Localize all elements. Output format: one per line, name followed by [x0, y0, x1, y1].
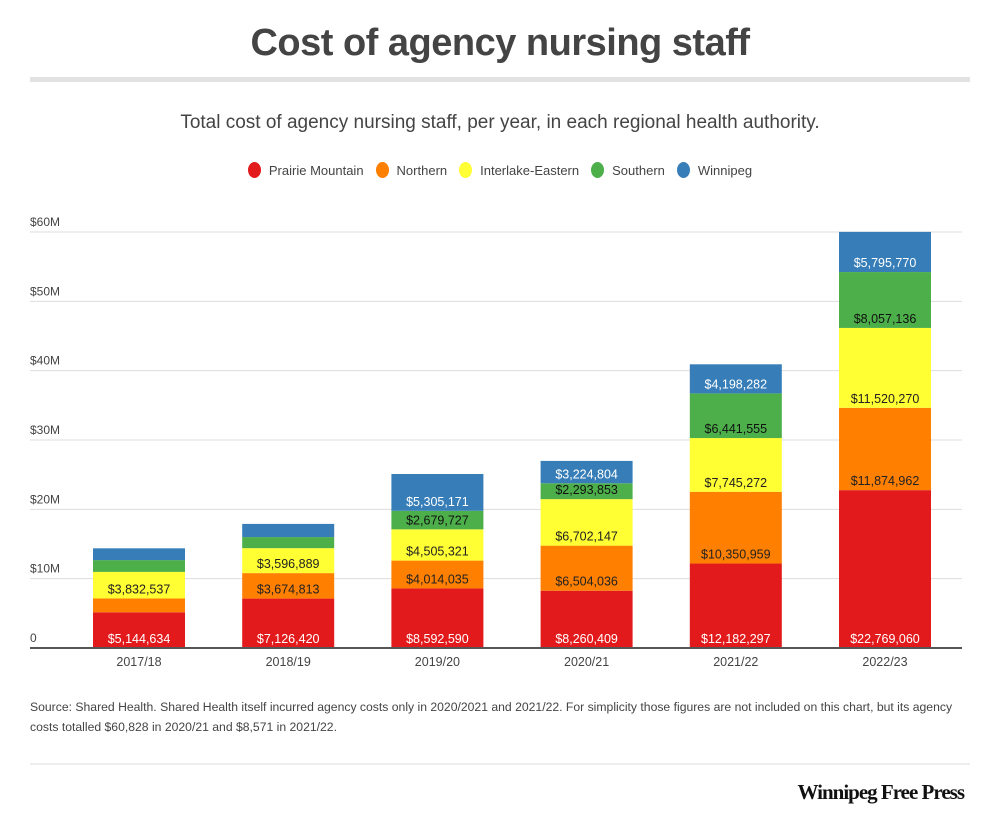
legend-label: Northern [396, 162, 448, 178]
bar-segment-southern [391, 510, 484, 530]
title-divider [30, 77, 970, 82]
data-label: $4,198,282 [705, 377, 768, 391]
chart-title: Cost of agency nursing staff [250, 22, 750, 64]
legend: Prairie Mountain Northern Interlake-Easter… [0, 162, 1000, 178]
legend-label: Southern [612, 162, 665, 178]
legend-item: Interlake-Eastern [459, 162, 579, 178]
data-label: $2,293,853 [555, 483, 618, 497]
bar-segment-northern [391, 560, 484, 589]
data-label: $6,441,555 [705, 422, 768, 436]
legend-swatch-icon [591, 162, 605, 178]
y-tick-label: 0 [30, 631, 37, 645]
bar-segment-winnipeg [540, 460, 633, 484]
legend-label: Prairie Mountain [268, 162, 364, 178]
bar-segment-northern [93, 598, 185, 613]
bar-segment-southern [93, 560, 185, 572]
x-tick-label: 2018/19 [266, 655, 311, 669]
y-tick-label: $30M [30, 423, 60, 437]
y-tick-label: $20M [30, 492, 60, 506]
bar-segment-northern [540, 545, 633, 591]
data-label: $11,520,270 [851, 392, 920, 406]
data-label: $3,224,804 [555, 467, 618, 481]
data-label: $7,745,272 [705, 476, 768, 490]
data-label: $11,874,962 [851, 474, 920, 488]
x-tick-label: 2017/18 [116, 655, 161, 669]
data-label: $8,057,136 [854, 312, 917, 326]
bar-segment-interlake-eastern [689, 438, 782, 492]
legend-item: Winnipeg [676, 162, 753, 178]
y-tick-label: $40M [30, 354, 60, 368]
x-tick-label: 2022/23 [862, 655, 907, 669]
data-label: $8,260,409 [555, 632, 618, 646]
data-label: $6,702,147 [555, 530, 618, 544]
data-label: $5,144,634 [108, 632, 171, 646]
chart-subtitle: Total cost of agency nursing staff, per … [180, 112, 820, 133]
x-tick-label: 2021/22 [713, 655, 758, 669]
bar-segment-prairie-mountain [93, 612, 185, 648]
y-tick-label: $50M [30, 284, 60, 298]
bar-segment-prairie-mountain [839, 490, 931, 648]
data-label: $10,350,959 [701, 548, 771, 562]
data-label: $7,126,420 [257, 632, 320, 646]
bar-segment-prairie-mountain [689, 563, 782, 648]
legend-item: Southern [591, 162, 665, 178]
data-label: $4,014,035 [406, 572, 469, 586]
bar-segment-winnipeg [689, 364, 782, 394]
bar-segment-winnipeg [93, 548, 185, 561]
bar-segment-prairie-mountain [242, 598, 335, 648]
bar-segment-interlake-eastern [242, 548, 335, 574]
bar-segment-interlake-eastern [391, 529, 484, 561]
bar-segment-northern [242, 573, 335, 599]
legend-item: Prairie Mountain [247, 162, 364, 178]
data-label: $22,769,060 [850, 632, 920, 646]
y-tick-label: $60M [30, 215, 60, 229]
bar-segment-southern [689, 393, 782, 439]
brand-logo: Winnipeg Free Press [797, 780, 965, 804]
data-label: $12,182,297 [701, 632, 771, 646]
x-tick-label: 2020/21 [564, 655, 609, 669]
data-label: $4,505,321 [406, 545, 469, 559]
bar-segment-northern [839, 407, 931, 491]
bar-segment-northern [689, 491, 782, 564]
bar-segment-winnipeg [839, 231, 931, 273]
data-label: $3,832,537 [108, 582, 171, 596]
bar-segment-southern [839, 272, 931, 328]
legend-swatch-icon [459, 162, 473, 178]
stacked-bar-chart: 0 $10M $20M $30M $40M $50M $60M $5,144,634 $3,83… [30, 215, 962, 669]
legend-label: Interlake-Eastern [480, 162, 580, 178]
x-tick-label: 2019/20 [415, 655, 460, 669]
legend-swatch-icon [247, 162, 261, 178]
footer-divider [30, 763, 970, 765]
bar-segment-southern [242, 537, 335, 549]
source-footnote: Source: Shared Health. Shared Health its… [30, 700, 953, 734]
data-label: $5,795,770 [854, 256, 917, 270]
bar-segment-prairie-mountain [540, 590, 633, 648]
legend-swatch-icon [375, 162, 389, 178]
data-label: $6,504,036 [555, 575, 618, 589]
y-tick-label: $10M [30, 562, 60, 576]
bar-segment-winnipeg [391, 473, 484, 511]
bar-segment-prairie-mountain [391, 588, 484, 648]
bar-segment-interlake-eastern [93, 571, 185, 599]
bar-segment-interlake-eastern [540, 499, 633, 546]
bar-segment-southern [540, 483, 633, 500]
legend-swatch-icon [676, 162, 690, 178]
data-label: $2,679,727 [406, 513, 469, 527]
legend-label: Winnipeg [697, 162, 753, 178]
legend-item: Northern [375, 162, 448, 178]
bar-segment-interlake-eastern [839, 327, 931, 408]
data-label: $5,305,171 [406, 495, 469, 509]
data-label: $8,592,590 [406, 632, 469, 646]
data-label: $3,596,889 [257, 557, 320, 571]
data-label: $3,674,813 [257, 583, 320, 597]
bar-segment-winnipeg [242, 523, 335, 538]
